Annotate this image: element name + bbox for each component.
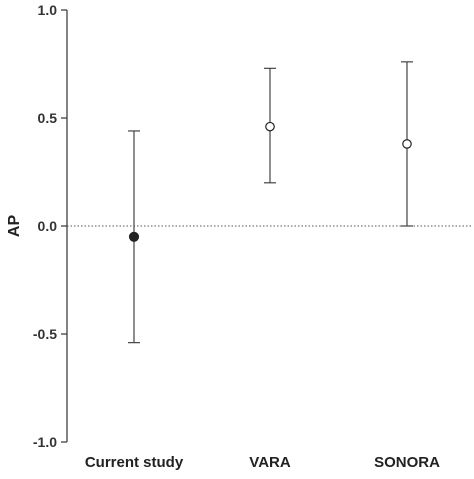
y-tick-label: -0.5 (33, 326, 57, 342)
y-tick-label: -1.0 (33, 434, 57, 450)
data-marks-group (128, 61, 413, 344)
y-tick-label: 0.0 (38, 218, 58, 234)
y-ticks-group: 1.0 0.5 0.0 -0.5 -1.0 (33, 2, 67, 450)
y-tick-label: 0.5 (38, 110, 58, 126)
y-tick-label: 1.0 (38, 2, 58, 18)
category-label: SONORA (374, 454, 440, 471)
data-point (128, 231, 140, 242)
y-axis-title: AP (6, 215, 23, 238)
category-label: Current study (85, 454, 184, 471)
category-label: VARA (249, 454, 291, 471)
data-point (265, 121, 275, 132)
data-point (402, 139, 412, 149)
category-labels-group: Current study VARA SONORA (85, 454, 440, 471)
